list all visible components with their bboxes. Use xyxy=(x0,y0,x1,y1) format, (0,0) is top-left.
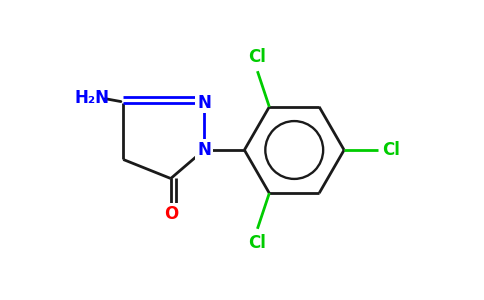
Text: Cl: Cl xyxy=(248,48,266,66)
Text: N: N xyxy=(197,94,211,112)
Text: Cl: Cl xyxy=(382,141,400,159)
Text: H₂N: H₂N xyxy=(75,89,110,107)
Text: Cl: Cl xyxy=(248,234,266,252)
Text: O: O xyxy=(164,205,178,223)
Text: N: N xyxy=(197,141,211,159)
